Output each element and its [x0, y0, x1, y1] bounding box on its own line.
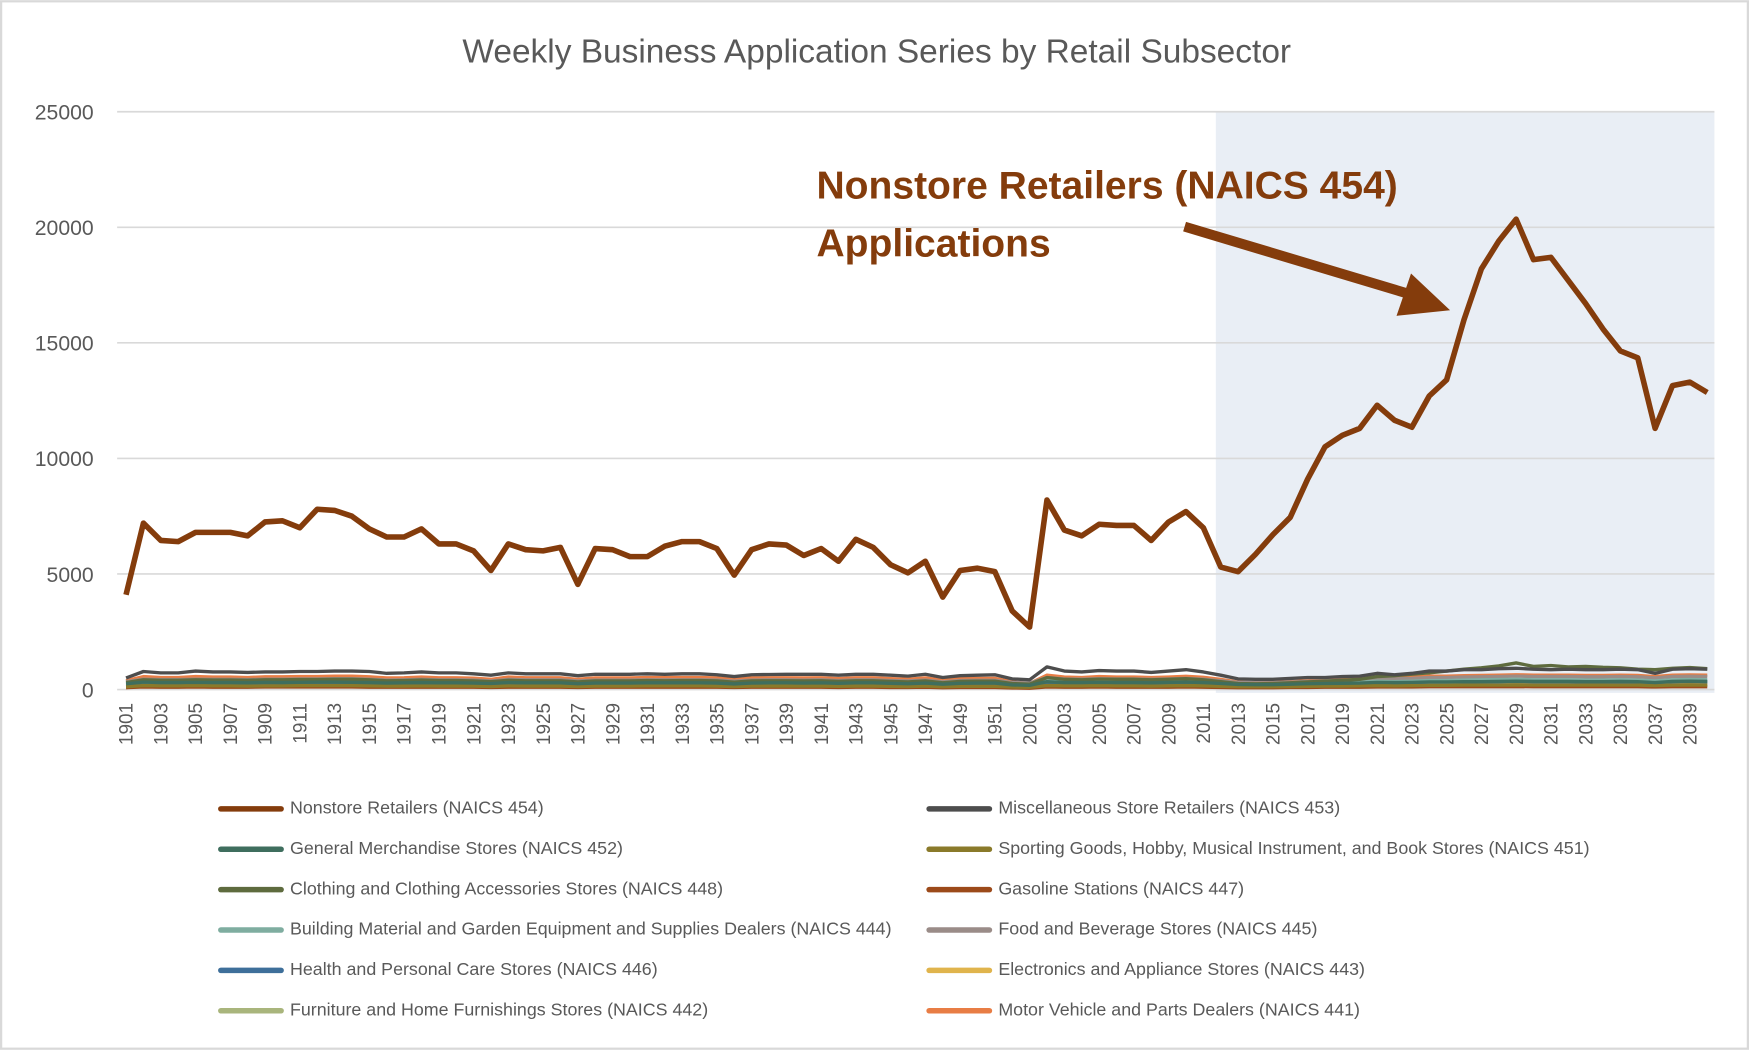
x-tick-label: 2011: [1194, 703, 1215, 744]
x-tick-label: 1919: [430, 703, 451, 745]
y-tick-label: 5000: [47, 564, 94, 587]
x-tick-label: 1923: [499, 703, 520, 745]
series-line: [125, 665, 1708, 682]
x-tick-label: 1909: [256, 703, 277, 745]
x-tick-label: 1917: [395, 703, 416, 745]
highlight-region: [1215, 111, 1715, 693]
x-tick-label: 1937: [742, 703, 763, 745]
x-tick-label: 1907: [221, 703, 242, 745]
x-tick-label: 2019: [1333, 703, 1354, 745]
x-tick-label: 1935: [708, 703, 729, 745]
x-tick-label: 1911: [290, 703, 311, 744]
legend-label: Electronics and Appliance Stores (NAICS …: [998, 959, 1365, 979]
x-tick-label: 1901: [117, 703, 138, 745]
y-tick-label: 15000: [35, 333, 94, 356]
x-tick-label: 2025: [1437, 703, 1458, 745]
x-tick-label: 2023: [1403, 703, 1424, 745]
x-tick-label: 2031: [1542, 703, 1563, 745]
legend-label: Food and Beverage Stores (NAICS 445): [998, 919, 1317, 939]
x-tick-label: 2007: [1125, 703, 1146, 745]
legend-label: Miscellaneous Store Retailers (NAICS 453…: [998, 798, 1340, 818]
y-tick-label: 10000: [35, 448, 94, 471]
x-tick-label: 1905: [186, 703, 207, 745]
chart-title: Weekly Business Application Series by Re…: [462, 34, 1291, 71]
x-tick-label: 1943: [847, 703, 868, 745]
x-tick-label: 1927: [569, 703, 590, 745]
x-tick-label: 2005: [1090, 703, 1111, 745]
x-tick-label: 1933: [673, 703, 694, 745]
x-tick-label: 2003: [1055, 703, 1076, 745]
x-tick-label: 1913: [325, 703, 346, 745]
y-tick-label: 0: [82, 679, 94, 702]
legend-label: Furniture and Home Furnishings Stores (N…: [290, 999, 708, 1019]
plot-area: 0 5000 10000 15000 20000 25000 1901 1903 1905 190…: [35, 102, 1715, 745]
x-tick-label: 1925: [534, 703, 555, 745]
legend: Nonstore Retailers (NAICS 454) Miscellane…: [218, 798, 1590, 1019]
x-tick-label: 2001: [1020, 703, 1041, 745]
legend-label: Health and Personal Care Stores (NAICS 4…: [290, 959, 658, 979]
x-tick-label: 2013: [1229, 703, 1250, 745]
y-tick-label: 20000: [35, 217, 94, 240]
x-tick-label: 1939: [777, 703, 798, 745]
legend-label: Building Material and Garden Equipment a…: [290, 919, 892, 939]
x-tick-label: 2027: [1472, 703, 1493, 745]
x-tick-label: 1931: [638, 703, 659, 745]
x-tick-label: 2033: [1576, 703, 1597, 745]
x-tick-label: 1951: [986, 703, 1007, 745]
x-tick-label: 2029: [1507, 703, 1528, 745]
series-line: [123, 216, 1709, 630]
annotation-line: Applications: [816, 223, 1050, 266]
x-tick-label: 1915: [360, 703, 381, 745]
annotation-arrow: [1183, 221, 1410, 299]
x-tick-label: 2021: [1368, 703, 1389, 745]
x-tick-label: 2009: [1159, 703, 1180, 745]
x-tick-label: 2039: [1681, 703, 1702, 745]
x-tick-label: 1947: [916, 703, 937, 745]
series-line: [125, 683, 1708, 689]
x-tick-label: 1941: [812, 703, 833, 745]
y-tick-label: 25000: [35, 102, 94, 125]
legend-label: Gasoline Stations (NAICS 447): [998, 878, 1244, 898]
x-tick-label: 2037: [1646, 703, 1667, 745]
legend-label: Clothing and Clothing Accessories Stores…: [290, 878, 723, 898]
legend-label: Motor Vehicle and Parts Dealers (NAICS 4…: [998, 999, 1360, 1019]
x-tick-label: 1929: [603, 703, 624, 745]
x-tick-label: 1945: [881, 703, 902, 745]
legend-label: General Merchandise Stores (NAICS 452): [290, 838, 623, 858]
x-tick-label: 1949: [951, 703, 972, 745]
x-tick-label: 1921: [464, 703, 485, 745]
series-line: [125, 679, 1708, 688]
x-tick-label: 2035: [1611, 703, 1632, 745]
x-tick-label: 2017: [1298, 703, 1319, 745]
x-tick-label: 2015: [1264, 703, 1285, 745]
annotation-line: Nonstore Retailers (NAICS 454): [816, 165, 1397, 208]
legend-label: Nonstore Retailers (NAICS 454): [290, 798, 544, 818]
legend-label: Sporting Goods, Hobby, Musical Instrumen…: [998, 838, 1589, 858]
annotation-arrowhead: [1396, 273, 1451, 316]
x-tick-label: 1903: [151, 703, 172, 745]
